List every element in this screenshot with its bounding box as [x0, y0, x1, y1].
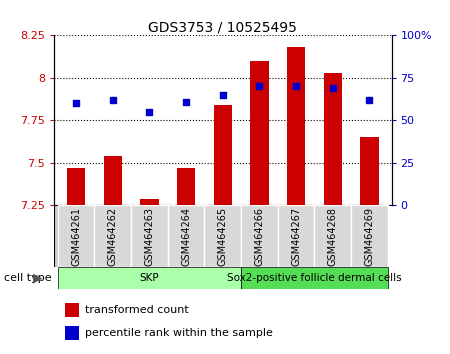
- Text: GSM464263: GSM464263: [144, 207, 154, 266]
- Bar: [315, 205, 351, 267]
- Text: GSM464269: GSM464269: [364, 207, 374, 266]
- Text: GSM464261: GSM464261: [71, 207, 81, 266]
- Bar: [104, 156, 122, 205]
- Point: [109, 97, 116, 103]
- Bar: [287, 47, 305, 205]
- Point: [292, 84, 300, 89]
- Point: [329, 85, 337, 91]
- Text: GSM464265: GSM464265: [218, 207, 228, 266]
- Bar: [65, 326, 79, 339]
- Text: GSM464264: GSM464264: [181, 207, 191, 266]
- Point: [219, 92, 226, 98]
- Point: [146, 109, 153, 115]
- Bar: [214, 105, 232, 205]
- Text: Sox2-positive follicle dermal cells: Sox2-positive follicle dermal cells: [227, 273, 402, 283]
- Bar: [241, 205, 278, 267]
- Text: GSM464268: GSM464268: [328, 207, 338, 266]
- Bar: [67, 168, 85, 205]
- Point: [182, 99, 189, 104]
- Bar: [177, 168, 195, 205]
- Text: transformed count: transformed count: [85, 305, 189, 315]
- Bar: [131, 205, 168, 267]
- Text: GSM464267: GSM464267: [291, 207, 301, 266]
- Bar: [65, 303, 79, 317]
- Bar: [168, 205, 204, 267]
- Text: GSM464262: GSM464262: [108, 207, 118, 266]
- Point: [256, 84, 263, 89]
- Bar: [94, 205, 131, 267]
- Text: cell type: cell type: [4, 273, 52, 283]
- Bar: [324, 73, 342, 205]
- Point: [72, 101, 80, 106]
- Bar: [250, 61, 269, 205]
- Bar: [241, 267, 388, 289]
- Bar: [351, 205, 388, 267]
- Text: percentile rank within the sample: percentile rank within the sample: [85, 327, 273, 338]
- Bar: [140, 199, 158, 205]
- Bar: [58, 205, 94, 267]
- Bar: [360, 137, 378, 205]
- Text: ▶: ▶: [33, 272, 43, 284]
- Bar: [204, 205, 241, 267]
- Bar: [278, 205, 315, 267]
- Text: SKP: SKP: [140, 273, 159, 283]
- Text: GSM464266: GSM464266: [254, 207, 265, 266]
- Point: [366, 97, 373, 103]
- Bar: [58, 267, 241, 289]
- Title: GDS3753 / 10525495: GDS3753 / 10525495: [148, 20, 297, 34]
